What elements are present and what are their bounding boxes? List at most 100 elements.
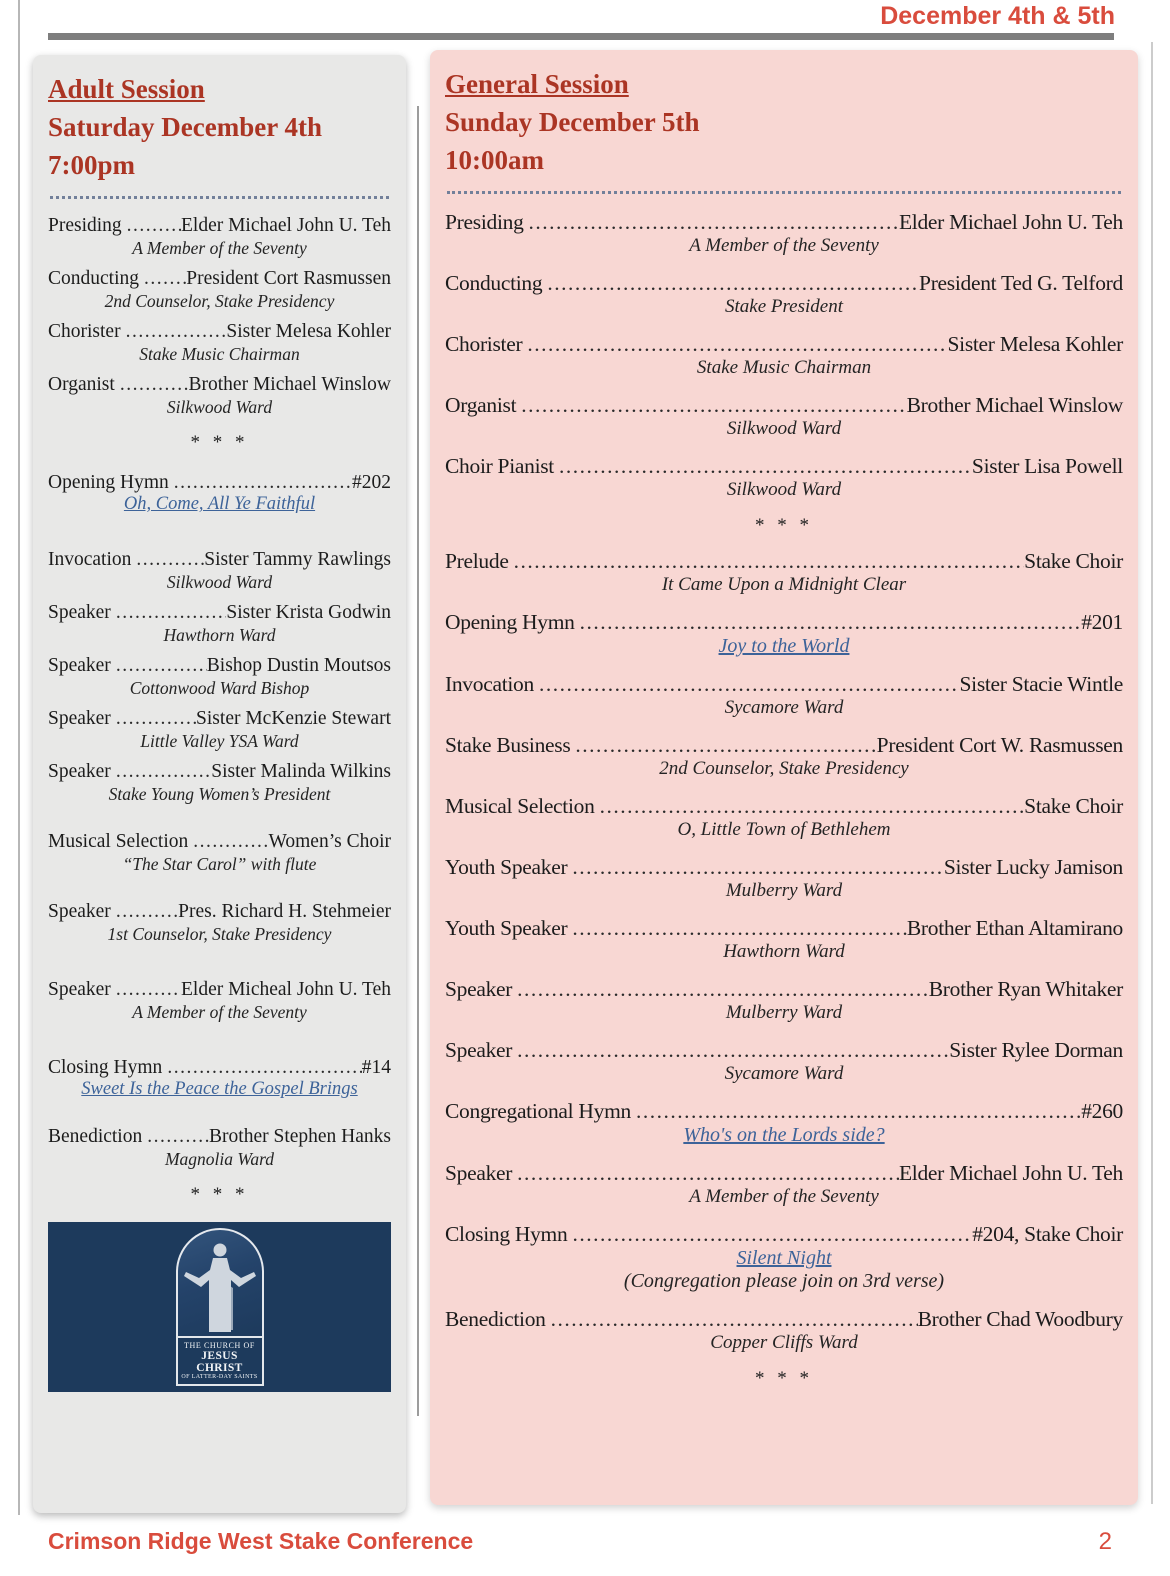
line-subtitle: Mulberry Ward: [725, 1002, 843, 1024]
dot-leader: ........................................…: [193, 831, 269, 853]
line-subtitle: Stake Music Chairman: [139, 344, 300, 365]
line-label: Opening Hymn: [48, 472, 169, 494]
line-label: Speaker: [48, 655, 111, 677]
program-line: Speaker.................................…: [445, 1038, 1123, 1085]
church-logo-text: THE CHURCH OF JESUS CHRIST OF LATTER-DAY…: [175, 1336, 264, 1387]
line-subtitle: Silkwood Ward: [726, 418, 842, 440]
hymn-link[interactable]: Who's on the Lords side?: [683, 1124, 885, 1147]
program-line-hymn: Closing Hymn............................…: [48, 1057, 391, 1100]
line-label: Chorister: [445, 332, 523, 357]
line-subtitle: Stake President: [724, 296, 843, 318]
line-subtitle: 1st Counselor, Stake Presidency: [107, 924, 332, 945]
dot-leader: ........................................…: [572, 916, 907, 941]
logo-line-3: OF LATTER-DAY SAINTS: [181, 1374, 258, 1381]
dot-leader: ........................................…: [115, 708, 196, 730]
line-value: Sister Malinda Wilkins: [211, 761, 391, 783]
line-label: Musical Selection: [445, 794, 595, 819]
line-value: Brother Michael Winslow: [188, 374, 391, 396]
dot-leader: ........................................…: [579, 610, 1082, 635]
dot-leader: ........................................…: [599, 794, 1025, 819]
line-label: Youth Speaker: [445, 916, 568, 941]
program-line: Invocation..............................…: [445, 672, 1123, 719]
general-session-header: General Session Sunday December 5th 10:0…: [445, 66, 1123, 179]
session-time: 7:00pm: [48, 149, 135, 180]
line-subtitle: 2nd Counselor, Stake Presidency: [104, 291, 335, 312]
adult-session-panel: Adult Session Saturday December 4th 7:00…: [33, 55, 406, 1513]
line-value: Sister Rylee Dorman: [949, 1038, 1123, 1063]
line-label: Invocation: [445, 672, 534, 697]
dot-leader: ........................................…: [575, 733, 876, 758]
dot-leader: ........................................…: [147, 1126, 209, 1148]
page-date-header: December 4th & 5th: [880, 2, 1115, 30]
dot-leader: ........................................…: [538, 672, 960, 697]
program-line: Organist................................…: [445, 393, 1123, 440]
line-subtitle: Magnolia Ward: [164, 1149, 275, 1170]
line-value: Bishop Dustin Moutsos: [206, 655, 391, 677]
program-line: Speaker.................................…: [48, 761, 391, 805]
dot-leader: ........................................…: [517, 977, 929, 1002]
hymn-number: #204, Stake Choir: [972, 1222, 1123, 1247]
dot-leader: ........................................…: [517, 1161, 899, 1186]
dot-leader: ........................................…: [572, 855, 944, 880]
dotted-separator: [50, 196, 389, 200]
line-label: Speaker: [48, 979, 111, 1001]
line-subtitle: Hawthorn Ward: [163, 625, 276, 646]
line-value: Women’s Choir: [268, 831, 391, 853]
line-subtitle: Mulberry Ward: [725, 880, 843, 902]
hymn-link[interactable]: Silent Night: [736, 1247, 832, 1270]
line-value: President Ted G. Telford: [919, 271, 1123, 296]
line-label: Chorister: [48, 321, 121, 343]
line-label: Prelude: [445, 549, 509, 574]
stars-separator: * * *: [190, 432, 249, 454]
line-value: Sister Lucky Jamison: [943, 855, 1123, 880]
program-line: Prelude.................................…: [445, 549, 1123, 596]
line-label: Presiding: [445, 210, 524, 235]
program-line: Chorister...............................…: [445, 332, 1123, 379]
dot-leader: ........................................…: [115, 655, 207, 677]
hymn-link[interactable]: Joy to the World: [718, 635, 850, 658]
session-date: Sunday December 5th: [445, 106, 700, 137]
dot-leader: ........................................…: [115, 979, 181, 1001]
line-subtitle: A Member of the Seventy: [132, 238, 307, 259]
program-line: Speaker.................................…: [445, 977, 1123, 1024]
general-session-panel: General Session Sunday December 5th 10:0…: [430, 50, 1138, 1505]
hymn-link[interactable]: Oh, Come, All Ye Faithful: [123, 494, 316, 515]
line-label: Invocation: [48, 549, 132, 571]
line-value: Sister Melesa Kohler: [947, 332, 1123, 357]
line-subtitle: Silkwood Ward: [166, 572, 273, 593]
line-label: Speaker: [48, 602, 111, 624]
program-line-hymn: Opening Hymn............................…: [48, 472, 391, 515]
line-label: Choir Pianist: [445, 454, 554, 479]
line-value: Elder Micheal John U. Teh: [180, 979, 391, 1001]
page-number: 2: [1098, 1528, 1112, 1555]
dot-leader: ........................................…: [527, 332, 948, 357]
dot-leader: ........................................…: [115, 761, 212, 783]
dotted-separator: [447, 191, 1121, 195]
line-subtitle: Sycamore Ward: [724, 1063, 844, 1085]
stars-separator: * * *: [755, 515, 813, 537]
line-label: Conducting: [48, 268, 139, 290]
dot-leader: ........................................…: [144, 268, 186, 290]
line-label: Benediction: [445, 1307, 546, 1332]
program-line: Speaker.................................…: [48, 979, 391, 1023]
program-line: Benediction.............................…: [445, 1307, 1123, 1354]
program-line: Speaker.................................…: [48, 901, 391, 945]
line-value: Stake Choir: [1024, 794, 1123, 819]
program-line: Youth Speaker...........................…: [445, 916, 1123, 963]
line-value: Brother Stephen Hanks: [209, 1126, 391, 1148]
line-label: Closing Hymn: [445, 1222, 568, 1247]
hymn-link[interactable]: Sweet Is the Peace the Gospel Brings: [81, 1079, 358, 1100]
program-line: Choir Pianist...........................…: [445, 454, 1123, 501]
line-subtitle: A Member of the Seventy: [689, 235, 879, 257]
line-value: Elder Michael John U. Teh: [898, 1161, 1123, 1186]
dot-leader: ........................................…: [136, 549, 204, 571]
line-label: Speaker: [48, 901, 111, 923]
stars-separator: * * *: [190, 1184, 249, 1206]
column-divider-line: [417, 106, 419, 1416]
dot-leader: ........................................…: [547, 271, 919, 296]
program-line: Speaker.................................…: [48, 708, 391, 752]
line-value: Sister Krista Godwin: [226, 602, 391, 624]
line-subtitle: Copper Cliffs Ward: [710, 1332, 858, 1354]
line-label: Stake Business: [445, 733, 571, 758]
